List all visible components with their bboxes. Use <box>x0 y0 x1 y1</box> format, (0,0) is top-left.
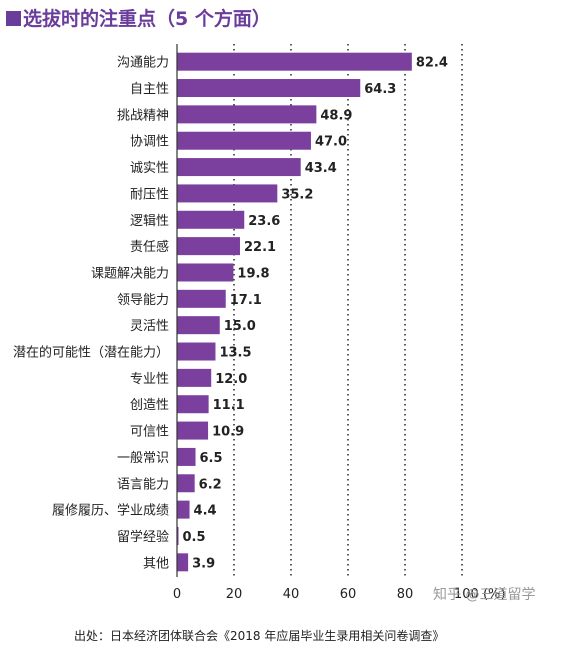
chart-title-text: 选拔时的注重点（5 个方面） <box>23 8 271 30</box>
category-label-8: 课题解决能力 <box>91 266 169 281</box>
bar-2 <box>177 105 317 124</box>
category-label-10: 灵活性 <box>130 319 169 334</box>
title-square-icon <box>6 11 21 26</box>
value-label-13: 11.1 <box>213 398 245 413</box>
category-label-16: 语言能力 <box>117 477 169 492</box>
category-label-0: 沟通能力 <box>117 56 169 71</box>
category-label-3: 协调性 <box>130 135 169 150</box>
x-tick-label-60: 60 <box>340 587 357 602</box>
watermark: 知乎 @三道留学 <box>433 587 536 603</box>
bar-17 <box>177 500 190 519</box>
category-label-17: 履修履历、学业成绩 <box>52 503 169 519</box>
value-label-2: 48.9 <box>320 108 352 123</box>
category-label-13: 创造性 <box>130 398 169 413</box>
bar-0 <box>177 52 412 71</box>
bar-4 <box>177 158 301 177</box>
value-label-3: 47.0 <box>315 135 347 150</box>
category-label-9: 领导能力 <box>117 293 169 308</box>
bar-5 <box>177 184 278 203</box>
bar-9 <box>177 289 226 308</box>
category-label-4: 诚实性 <box>130 161 169 176</box>
value-label-6: 23.6 <box>248 214 280 229</box>
value-label-14: 10.9 <box>212 425 244 440</box>
value-label-19: 3.9 <box>192 556 215 571</box>
value-label-15: 6.5 <box>200 451 223 466</box>
value-label-10: 15.0 <box>224 319 256 334</box>
bar-14 <box>177 421 209 440</box>
bar-7 <box>177 237 240 256</box>
category-label-11: 潜在的可能性（潜在能力） <box>13 345 169 361</box>
value-label-5: 35.2 <box>281 187 313 202</box>
bar-15 <box>177 447 196 466</box>
category-label-15: 一般常识 <box>117 450 169 466</box>
value-label-7: 22.1 <box>244 240 276 255</box>
bar-11 <box>177 342 216 361</box>
category-label-7: 责任感 <box>130 239 169 255</box>
value-label-8: 19.8 <box>237 266 269 281</box>
value-label-11: 13.5 <box>219 346 251 361</box>
source-note: 出处：日本经济团体联合会《2018 年应届毕业生录用相关问卷调查》 <box>74 629 445 643</box>
value-label-12: 12.0 <box>215 372 247 387</box>
bar-3 <box>177 131 311 150</box>
value-label-16: 6.2 <box>199 477 222 492</box>
category-label-12: 专业性 <box>130 372 169 387</box>
value-label-18: 0.5 <box>183 530 206 545</box>
bar-19 <box>177 553 189 572</box>
bar-13 <box>177 395 209 414</box>
category-label-1: 自主性 <box>130 82 169 97</box>
value-label-9: 17.1 <box>230 293 262 308</box>
category-label-19: 其他 <box>143 556 169 571</box>
bar-1 <box>177 79 361 98</box>
chart-title: 选拔时的注重点（5 个方面） <box>6 4 271 31</box>
category-label-14: 可信性 <box>130 425 169 440</box>
bar-18 <box>177 526 179 545</box>
value-label-4: 43.4 <box>305 161 337 176</box>
category-label-18: 留学经验 <box>117 529 169 545</box>
value-label-0: 82.4 <box>416 56 448 71</box>
bar-12 <box>177 368 212 387</box>
bar-6 <box>177 210 245 229</box>
x-tick-label-20: 20 <box>226 587 243 602</box>
x-tick-label-0: 0 <box>173 587 181 602</box>
value-label-1: 64.3 <box>364 82 396 97</box>
x-tick-label-40: 40 <box>283 587 300 602</box>
x-tick-label-100: 100 (%) <box>454 587 505 602</box>
x-tick-label-80: 80 <box>397 587 414 602</box>
category-label-2: 挑战精神 <box>117 108 169 123</box>
value-label-17: 4.4 <box>194 504 217 519</box>
bar-16 <box>177 474 195 493</box>
category-label-6: 逻辑性 <box>130 214 169 229</box>
bar-10 <box>177 316 220 335</box>
category-label-5: 耐压性 <box>130 187 169 202</box>
bar-8 <box>177 263 234 282</box>
